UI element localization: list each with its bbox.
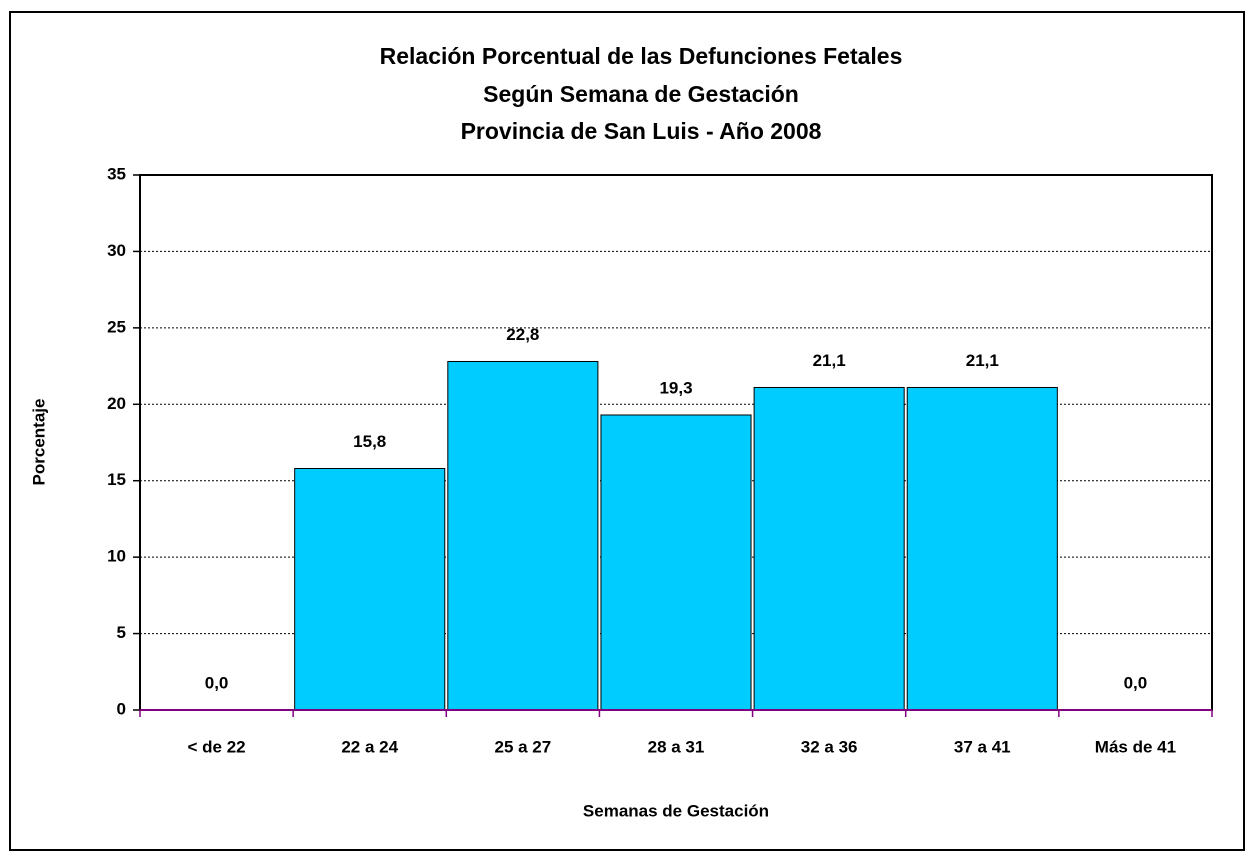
chart-title: Provincia de San Luis - Año 2008 xyxy=(461,118,822,144)
data-label: 0,0 xyxy=(1124,673,1148,692)
x-tick-label: 37 a 41 xyxy=(954,737,1011,756)
bar xyxy=(447,360,599,711)
x-tick-label: 22 a 24 xyxy=(341,737,398,756)
data-label: 22,8 xyxy=(506,325,539,344)
bar xyxy=(906,386,1058,711)
x-tick-label: < de 22 xyxy=(188,737,246,756)
bar xyxy=(753,386,905,711)
chart-title: Relación Porcentual de las Defunciones F… xyxy=(380,43,903,69)
x-tick-label: 28 a 31 xyxy=(648,737,705,756)
y-tick-label: 10 xyxy=(107,547,126,566)
chart-title: Según Semana de Gestación xyxy=(483,81,799,107)
data-label: 15,8 xyxy=(353,432,386,451)
data-label: 21,1 xyxy=(966,351,999,370)
data-label: 19,3 xyxy=(659,378,692,397)
y-tick-label: 15 xyxy=(107,470,126,489)
x-tick-label: Más de 41 xyxy=(1095,737,1176,756)
y-tick-label: 30 xyxy=(107,241,126,260)
y-tick-label: 0 xyxy=(117,699,126,718)
x-tick-label: 25 a 27 xyxy=(494,737,551,756)
x-axis-title: Semanas de Gestación xyxy=(583,801,769,820)
bar xyxy=(294,467,446,711)
bar xyxy=(600,414,752,711)
x-tick-label: 32 a 36 xyxy=(801,737,858,756)
y-axis-title: Porcentaje xyxy=(29,399,48,486)
y-tick-label: 20 xyxy=(107,394,126,413)
data-label: 0,0 xyxy=(205,673,229,692)
y-tick-label: 35 xyxy=(107,164,126,183)
y-tick-label: 5 xyxy=(117,623,126,642)
y-tick-label: 25 xyxy=(107,317,126,336)
data-label: 21,1 xyxy=(813,351,846,370)
